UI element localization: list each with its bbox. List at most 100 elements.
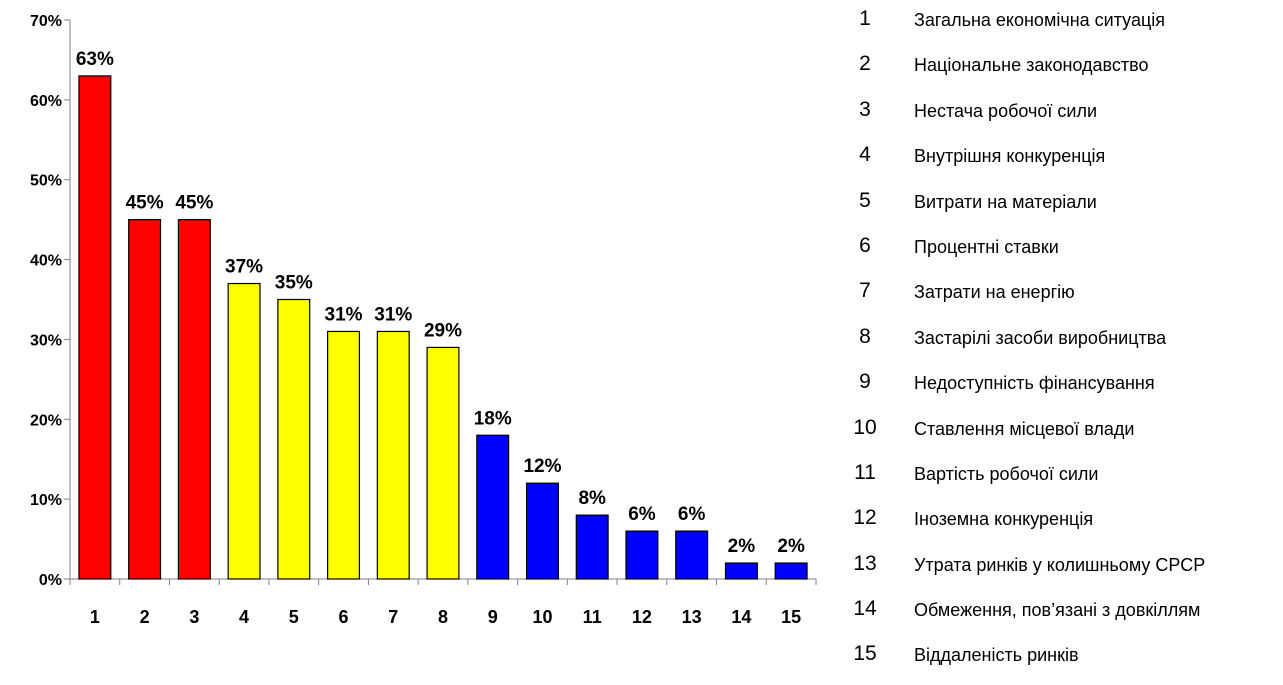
legend-item-number: 10	[853, 415, 877, 439]
legend-item: 15 Віддаленість ринків	[850, 639, 1280, 684]
y-tick-label: 20%	[30, 412, 62, 429]
legend-item: 9 Недоступність фінансування	[850, 367, 1280, 412]
data-label-10: 12%	[523, 456, 561, 477]
legend-item: 7 Затрати на енергію	[850, 276, 1280, 321]
legend-item-label: Затрати на енергію	[914, 282, 1075, 303]
y-tick-label: 40%	[30, 253, 62, 270]
legend-item-label: Національне законодавство	[914, 55, 1149, 76]
data-label-13: 6%	[678, 504, 706, 525]
legend-item: 6 Процентні ставки	[850, 231, 1280, 276]
data-label-11: 8%	[578, 488, 606, 509]
bar-9	[476, 434, 510, 580]
data-label-4: 37%	[225, 257, 263, 278]
data-label-2: 45%	[126, 193, 164, 214]
data-label-6: 31%	[325, 304, 363, 325]
legend-item-number: 15	[853, 642, 877, 666]
bar-6	[327, 330, 361, 580]
y-tick-label: 50%	[30, 173, 62, 190]
legend-item-label: Утрата ринків у колишньому СРСР	[914, 554, 1206, 575]
legend-item-number: 6	[859, 233, 871, 257]
data-label-7: 31%	[374, 304, 412, 325]
legend-item: 5 Витрати на матеріали	[850, 186, 1280, 231]
x-tick-label-9: 9	[488, 607, 498, 627]
bar-15	[774, 562, 808, 580]
legend-item-number: 5	[859, 188, 871, 212]
legend-item-label: Вартість робочої сили	[914, 463, 1099, 484]
legend-item-label: Віддаленість ринків	[914, 645, 1079, 666]
x-tick-label-2: 2	[140, 607, 150, 627]
legend-item: 3 Нестача робочої сили	[850, 95, 1280, 140]
legend-item-label: Іноземна конкуренція	[914, 509, 1094, 530]
y-tick-label: 70%	[30, 13, 62, 30]
x-tick-label-6: 6	[339, 607, 349, 627]
x-tick-label-13: 13	[682, 607, 702, 627]
x-tick-label-1: 1	[90, 607, 100, 627]
x-tick-label-10: 10	[532, 607, 552, 627]
legend-item-number: 7	[859, 279, 871, 303]
bar-chart: 0%10%20%30%40%50%60%70% 1 2 3 4 5 6 7 8 9 10 11 12 1…	[30, 13, 817, 627]
legend-item-label: Загальна економічна ситуація	[914, 10, 1166, 30]
x-tick-label-3: 3	[189, 607, 199, 627]
data-label-1: 63%	[76, 49, 114, 70]
legend-item-number: 11	[854, 460, 876, 484]
bar-1	[78, 75, 112, 580]
legend-item-label: Обмеження, пов’язані з довкіллям	[914, 600, 1201, 621]
legend-item: 2 Національне законодавство	[850, 49, 1280, 94]
data-label-14: 2%	[728, 536, 756, 557]
bars	[78, 75, 808, 580]
legend-item-label: Недоступність фінансування	[914, 373, 1155, 394]
legend-item-label: Внутрішня конкуренція	[914, 146, 1106, 167]
y-tick-label: 30%	[30, 332, 62, 349]
bar-11	[575, 514, 609, 580]
data-label-5: 35%	[275, 273, 313, 294]
y-tick-label: 60%	[30, 93, 62, 110]
legend-item-number: 8	[859, 324, 871, 348]
y-axis: 0% 10% 20% 30% 40% 50% 60% 70%	[30, 13, 71, 589]
bar-13	[675, 530, 709, 580]
x-tick-label-15: 15	[781, 607, 801, 627]
y-tick-label: 0%	[39, 572, 62, 589]
data-labels: 63% 45% 45% 37% 35% 31% 31% 29% 18% 12% 8% 6% 6% 2% 2%	[76, 49, 805, 557]
legend: 1 Загальна економічна ситуація 2 Національн…	[850, 4, 1280, 685]
legend-item-number: 1	[859, 7, 871, 30]
x-axis: 1 2 3 4 5 6 7 8 9 10 11 12 13 14 15	[69, 578, 817, 627]
legend-item: 4 Внутрішня конкуренція	[850, 140, 1280, 185]
bar-12	[625, 530, 659, 580]
bar-5	[277, 298, 311, 580]
legend-item-label: Нестача робочої сили	[914, 100, 1098, 121]
legend-item-label: Процентні ставки	[914, 236, 1059, 257]
data-label-12: 6%	[628, 504, 656, 525]
legend-item-number: 2	[859, 52, 871, 76]
bar-10	[525, 482, 559, 580]
x-tick-label-14: 14	[731, 607, 751, 627]
x-tick-label-5: 5	[289, 607, 299, 627]
legend-item-number: 14	[853, 597, 877, 621]
legend-item: 12 Іноземна конкуренція	[850, 503, 1280, 548]
legend-item-number: 13	[853, 551, 877, 575]
x-tick-label-7: 7	[388, 607, 398, 627]
bar-7	[376, 330, 410, 580]
legend-item-number: 12	[853, 506, 877, 530]
legend-item: 1 Загальна економічна ситуація	[850, 4, 1280, 49]
bar-4	[227, 282, 261, 580]
x-tick-label-8: 8	[438, 607, 448, 627]
legend-item: 13 Утрата ринків у колишньому СРСР	[850, 549, 1280, 594]
legend-item-number: 4	[859, 143, 871, 167]
bar-8	[426, 346, 460, 580]
data-label-9: 18%	[474, 408, 512, 429]
legend-item-label: Ставлення місцевої влади	[914, 418, 1135, 439]
legend-item: 14 Обмеження, пов’язані з довкіллям	[850, 594, 1280, 639]
legend-item: 11 Вартість робочої сили	[850, 458, 1280, 503]
legend-item: 10 Ставлення місцевої влади	[850, 413, 1280, 458]
y-tick-label: 10%	[30, 492, 62, 509]
data-label-3: 45%	[175, 193, 213, 214]
x-tick-label-12: 12	[632, 607, 652, 627]
legend-item-label: Застарілі засоби виробництва	[914, 327, 1167, 348]
x-tick-label-11: 11	[583, 607, 602, 627]
bar-2	[128, 219, 162, 580]
data-label-8: 29%	[424, 320, 462, 341]
legend-item-number: 3	[859, 97, 871, 121]
legend-item-label: Витрати на матеріали	[914, 191, 1097, 212]
bar-3	[177, 219, 211, 580]
data-label-15: 2%	[777, 536, 805, 557]
